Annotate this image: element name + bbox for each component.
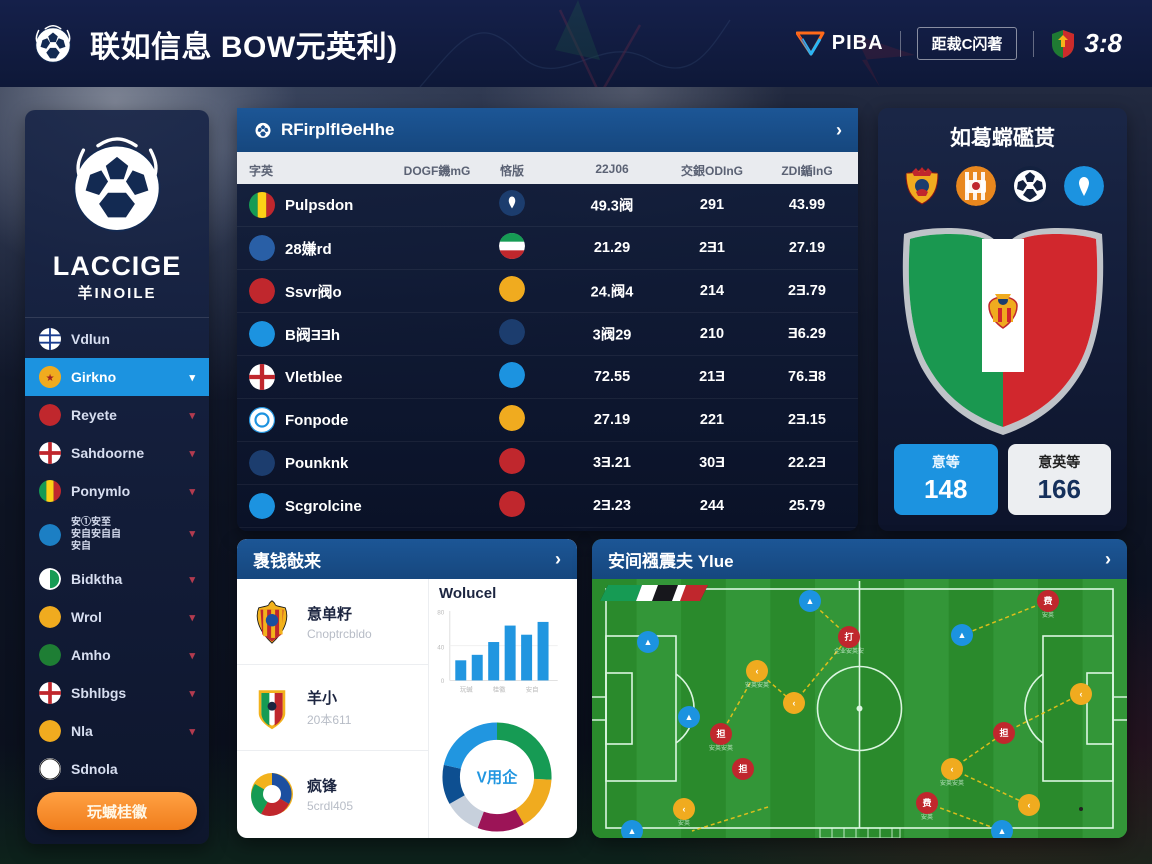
svg-text:▲: ▲ (806, 596, 815, 606)
svg-text:▲: ▲ (644, 637, 653, 647)
svg-text:玩蝛: 玩蝛 (460, 684, 473, 693)
svg-text:▲: ▲ (958, 630, 967, 640)
svg-text:担: 担 (738, 763, 747, 774)
svg-text:担: 担 (716, 728, 725, 739)
svg-text:安英安英: 安英安英 (940, 779, 964, 787)
svg-text:40: 40 (437, 644, 445, 651)
svg-text:打: 打 (844, 631, 853, 642)
svg-text:‹: ‹ (951, 764, 954, 774)
svg-text:安自: 安自 (526, 684, 539, 693)
svg-text:费: 费 (922, 797, 931, 808)
svg-text:★: ★ (45, 374, 54, 383)
svg-text:费: 费 (1043, 595, 1052, 606)
svg-text:‹: ‹ (1080, 689, 1083, 699)
svg-text:担: 担 (999, 727, 1008, 738)
svg-text:安英: 安英 (921, 813, 933, 821)
svg-text:安英安英: 安英安英 (745, 681, 769, 689)
svg-text:‹: ‹ (756, 666, 759, 676)
svg-text:‹: ‹ (683, 804, 686, 814)
svg-text:80: 80 (437, 610, 445, 617)
svg-text:0: 0 (441, 678, 445, 685)
svg-text:▲: ▲ (998, 826, 1007, 836)
svg-text:▲: ▲ (628, 826, 637, 836)
svg-text:安英: 安英 (1042, 611, 1054, 619)
svg-text:▲: ▲ (685, 712, 694, 722)
svg-text:‹: ‹ (793, 698, 796, 708)
svg-text:‹: ‹ (1028, 800, 1031, 810)
svg-text:桂徽: 桂徽 (493, 684, 506, 693)
svg-text:安英安英: 安英安英 (709, 744, 733, 752)
svg-text:安英: 安英 (678, 819, 690, 827)
svg-text:企业安英安: 企业安英安 (834, 647, 864, 655)
svg-text:V用企: V用企 (477, 768, 518, 786)
